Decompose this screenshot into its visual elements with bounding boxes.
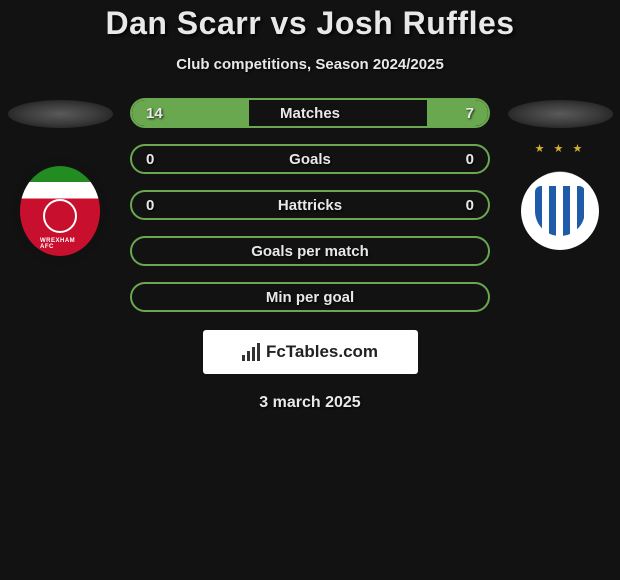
bar-icon: [242, 355, 245, 361]
main-row: WREXHAM AFC 14Matches70Goals00Hattricks0…: [0, 98, 620, 312]
stat-label: Goals per match: [251, 243, 369, 260]
crest-band-text: WREXHAM AFC: [40, 238, 80, 250]
bar-icon: [257, 343, 260, 361]
page-title: Dan Scarr vs Josh Ruffles: [0, 5, 620, 42]
bar-icon: [247, 351, 250, 361]
branding-badge: FcTables.com: [203, 330, 418, 374]
stat-value-right: 7: [466, 105, 474, 122]
stat-pill: 0 Goals 0: [130, 144, 490, 174]
stat-value-left: 0: [146, 197, 154, 214]
crest-shield-icon: WREXHAM AFC: [16, 162, 104, 260]
stat-pill: Goals per match: [130, 236, 490, 266]
right-crest-column: ★ ★ ★: [500, 98, 620, 266]
stat-pill: 0 Hattricks 0: [130, 190, 490, 220]
player2-name: Josh Ruffles: [317, 5, 515, 41]
stat-label: Matches: [280, 105, 340, 122]
date-label: 3 march 2025: [0, 394, 620, 412]
ellipse-shadow-icon: [8, 100, 113, 128]
stat-fill-right: [427, 100, 488, 126]
branding-text: FcTables.com: [266, 342, 378, 362]
vs-label: vs: [271, 5, 308, 41]
stat-value-right: 0: [466, 197, 474, 214]
comparison-card: Dan Scarr vs Josh Ruffles Club competiti…: [0, 0, 620, 412]
stat-value-left: 0: [146, 151, 154, 168]
stat-label: Goals: [289, 151, 331, 168]
ellipse-shadow-icon: [508, 100, 613, 128]
crest-circle-icon: [521, 172, 599, 250]
stat-label: Hattricks: [278, 197, 342, 214]
huddersfield-crest-icon: ★ ★ ★: [510, 156, 610, 266]
stat-value-left: 14: [146, 105, 163, 122]
stat-pill: Min per goal: [130, 282, 490, 312]
wrexham-crest-icon: WREXHAM AFC: [10, 156, 110, 266]
stat-label: Min per goal: [266, 289, 354, 306]
stat-pill: 14 Matches 7: [130, 98, 490, 128]
left-crest-column: WREXHAM AFC: [0, 98, 120, 266]
bar-chart-icon: [242, 343, 260, 361]
crest-stripes-icon: [535, 186, 585, 236]
stat-value-right: 0: [466, 151, 474, 168]
bar-icon: [252, 347, 255, 361]
stats-column: 14 Matches 7 0 Goals 0 0 Hattricks 0 Goals per ma…: [120, 98, 500, 312]
player1-name: Dan Scarr: [105, 5, 261, 41]
subtitle: Club competitions, Season 2024/2025: [0, 56, 620, 73]
stars-icon: ★ ★ ★: [535, 142, 586, 155]
